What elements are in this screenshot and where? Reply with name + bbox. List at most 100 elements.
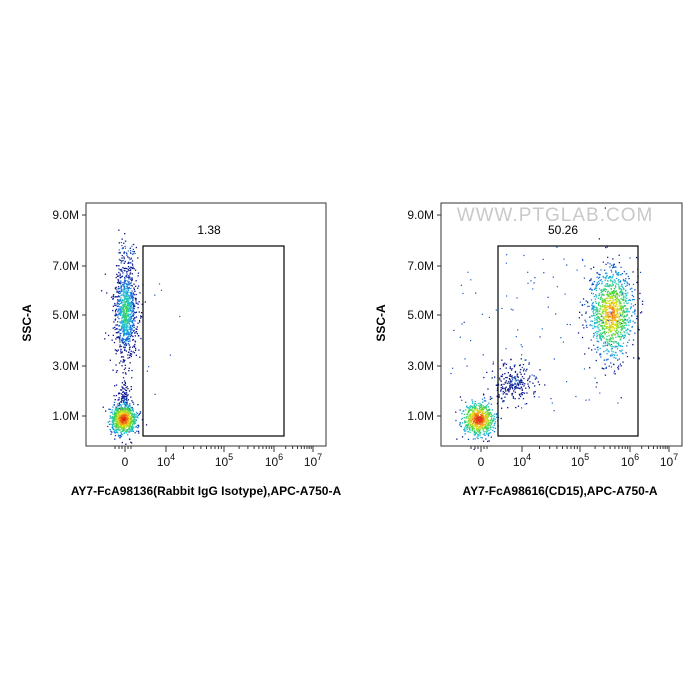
scatter-point <box>122 288 124 290</box>
scatter-point <box>119 292 121 294</box>
scatter-point <box>522 383 524 386</box>
scatter-point <box>585 399 587 401</box>
scatter-point <box>130 250 132 252</box>
scatter-point <box>124 410 126 412</box>
scatter-point <box>522 398 525 400</box>
scatter-point <box>122 303 125 305</box>
y-tick-label: 7.0M <box>52 259 79 273</box>
scatter-point <box>122 420 125 423</box>
scatter-point <box>129 362 131 364</box>
scatter-point <box>110 430 112 433</box>
scatter-point <box>606 316 608 318</box>
scatter-point <box>129 327 131 329</box>
scatter-point <box>137 272 140 274</box>
scatter-point <box>120 325 123 327</box>
scatter-point <box>118 290 120 292</box>
scatter-point <box>470 418 472 421</box>
scatter-point <box>617 315 620 317</box>
scatter-point <box>600 335 602 338</box>
scatter-point <box>613 342 615 344</box>
scatter-point <box>592 336 595 338</box>
scatter-point <box>623 302 625 304</box>
scatter-point <box>617 294 619 296</box>
scatter-point <box>125 280 127 282</box>
scatter-point <box>607 327 609 329</box>
scatter-point <box>463 410 465 412</box>
scatter-point <box>126 337 128 339</box>
gate-rectangle[interactable] <box>142 245 285 437</box>
scatter-point <box>598 273 601 276</box>
scatter-point <box>124 294 126 296</box>
scatter-point <box>129 428 131 430</box>
scatter-point <box>487 435 490 437</box>
scatter-point <box>131 267 134 270</box>
scatter-point <box>127 425 129 428</box>
scatter-point <box>604 307 606 310</box>
scatter-point <box>617 321 619 323</box>
scatter-point <box>617 316 619 319</box>
scatter-point <box>133 413 136 415</box>
scatter-point <box>602 313 605 315</box>
scatter-point <box>479 409 481 411</box>
scatter-point <box>134 343 136 346</box>
gate-rectangle[interactable] <box>497 245 639 437</box>
scatter-point <box>624 299 627 301</box>
scatter-point <box>509 385 511 387</box>
scatter-point <box>118 417 121 419</box>
scatter-point <box>114 423 116 425</box>
scatter-point <box>123 328 125 330</box>
scatter-point <box>602 275 604 278</box>
scatter-point <box>126 413 128 415</box>
scatter-point <box>601 325 603 327</box>
scatter-point <box>124 233 126 235</box>
scatter-point <box>622 286 624 288</box>
scatter-point <box>612 363 615 365</box>
scatter-point <box>607 309 609 311</box>
scatter-point <box>482 422 485 425</box>
scatter-point <box>120 294 122 297</box>
scatter-point <box>591 307 593 309</box>
scatter-point <box>133 288 135 291</box>
scatter-point <box>464 420 466 422</box>
scatter-point <box>617 309 619 311</box>
scatter-point <box>621 285 623 287</box>
scatter-point <box>126 403 128 406</box>
scatter-point <box>116 408 118 410</box>
scatter-point <box>488 429 490 431</box>
scatter-point <box>487 416 489 418</box>
scatter-point <box>612 266 614 268</box>
scatter-point <box>604 316 606 318</box>
scatter-point <box>487 430 489 432</box>
scatter-point <box>129 247 131 250</box>
scatter-point <box>492 429 494 432</box>
scatter-point <box>623 331 625 333</box>
scatter-point <box>501 373 504 376</box>
scatter-point <box>602 322 604 324</box>
scatter-point <box>585 311 587 313</box>
scatter-point <box>624 335 626 337</box>
scatter-point <box>478 411 481 413</box>
scatter-point <box>112 298 114 300</box>
scatter-point <box>634 311 636 313</box>
scatter-point <box>477 422 479 424</box>
scatter-point <box>475 424 477 426</box>
scatter-point <box>628 339 630 341</box>
x-tick-label: 105 <box>571 452 589 469</box>
scatter-point <box>118 324 121 327</box>
scatter-point <box>469 414 471 416</box>
scatter-point <box>477 434 479 436</box>
scatter-point <box>517 379 519 381</box>
scatter-point <box>122 387 124 389</box>
scatter-point <box>121 413 123 416</box>
scatter-point <box>133 330 135 332</box>
scatter-point <box>611 297 613 300</box>
scatter-point <box>129 336 131 338</box>
scatter-point <box>603 337 605 339</box>
scatter-point <box>618 295 621 297</box>
scatter-point <box>594 326 596 328</box>
y-axis: 1.0M 3.0M 5.0M 7.0M 9.0M SSC-A <box>20 208 86 423</box>
scatter-point <box>512 384 514 386</box>
scatter-point <box>607 302 609 304</box>
scatter-point <box>625 278 627 280</box>
scatter-point <box>494 376 496 378</box>
